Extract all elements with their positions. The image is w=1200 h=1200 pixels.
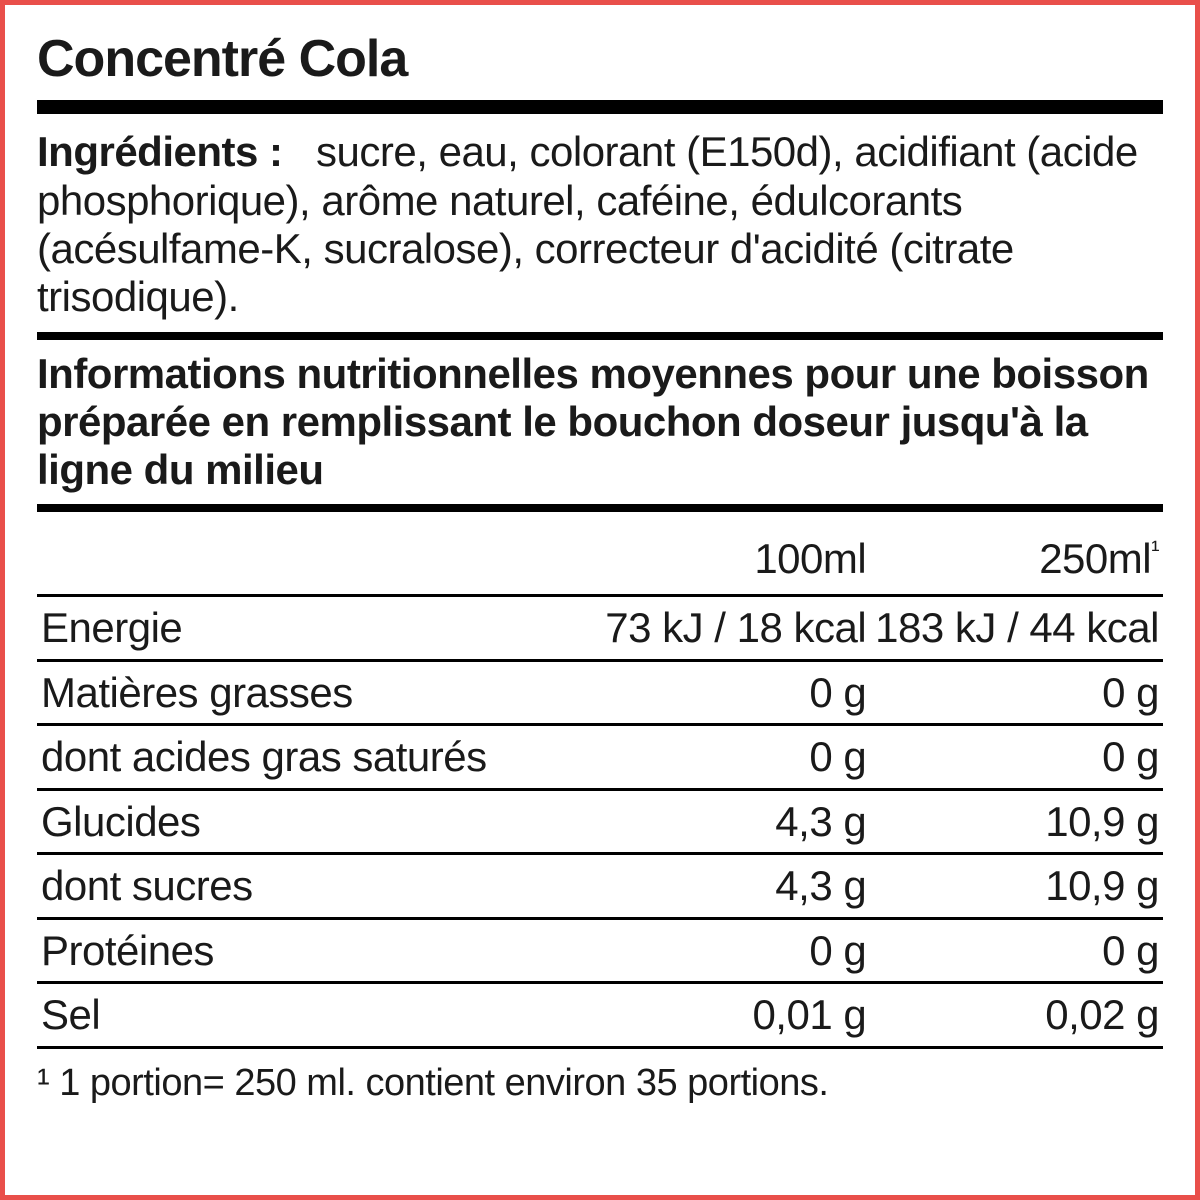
row-value-100ml: 73 kJ / 18 kcal bbox=[555, 595, 870, 660]
row-value-100ml: 4,3 g bbox=[555, 854, 870, 919]
table-row: Sel0,01 g0,02 g bbox=[37, 983, 1163, 1048]
row-name: Glucides bbox=[37, 789, 555, 854]
table-header-row: 100ml 250ml¹ bbox=[37, 528, 1163, 595]
table-row: Matières grasses0 g0 g bbox=[37, 660, 1163, 725]
row-name: Energie bbox=[37, 595, 555, 660]
footnote: ¹ 1 portion= 250 ml. contient environ 35… bbox=[37, 1061, 1163, 1106]
table-row: Energie73 kJ / 18 kcal183 kJ / 44 kcal bbox=[37, 595, 1163, 660]
row-value-100ml: 4,3 g bbox=[555, 789, 870, 854]
product-title: Concentré Cola bbox=[37, 29, 1163, 90]
divider-med-1 bbox=[37, 332, 1163, 340]
row-value-250ml: 0 g bbox=[870, 725, 1163, 790]
nutrition-label: Concentré Cola Ingrédients : sucre, eau,… bbox=[0, 0, 1200, 1200]
row-value-100ml: 0 g bbox=[555, 660, 870, 725]
table-row: dont sucres4,3 g10,9 g bbox=[37, 854, 1163, 919]
ingredients-block: Ingrédients : sucre, eau, colorant (E150… bbox=[37, 128, 1163, 321]
col-header-name bbox=[37, 528, 555, 595]
row-name: dont acides gras saturés bbox=[37, 725, 555, 790]
col-header-250ml: 250ml¹ bbox=[870, 528, 1163, 595]
row-value-250ml: 0 g bbox=[870, 660, 1163, 725]
table-row: dont acides gras saturés0 g0 g bbox=[37, 725, 1163, 790]
nutrition-info-heading: Informations nutritionnelles moyennes po… bbox=[37, 350, 1163, 495]
row-value-250ml: 10,9 g bbox=[870, 789, 1163, 854]
row-name: Sel bbox=[37, 983, 555, 1048]
table-row: Glucides4,3 g10,9 g bbox=[37, 789, 1163, 854]
row-value-100ml: 0,01 g bbox=[555, 983, 870, 1048]
row-name: dont sucres bbox=[37, 854, 555, 919]
col-header-100ml: 100ml bbox=[555, 528, 870, 595]
nutrition-table: 100ml 250ml¹ Energie73 kJ / 18 kcal183 k… bbox=[37, 528, 1163, 1048]
table-row: Protéines0 g0 g bbox=[37, 918, 1163, 983]
row-name: Protéines bbox=[37, 918, 555, 983]
row-value-250ml: 183 kJ / 44 kcal bbox=[870, 595, 1163, 660]
row-name: Matières grasses bbox=[37, 660, 555, 725]
row-value-250ml: 0 g bbox=[870, 918, 1163, 983]
row-value-100ml: 0 g bbox=[555, 918, 870, 983]
divider-med-2 bbox=[37, 504, 1163, 512]
row-value-100ml: 0 g bbox=[555, 725, 870, 790]
divider-thick-1 bbox=[37, 100, 1163, 114]
row-value-250ml: 0,02 g bbox=[870, 983, 1163, 1048]
ingredients-label: Ingrédients : bbox=[37, 128, 283, 175]
row-value-250ml: 10,9 g bbox=[870, 854, 1163, 919]
